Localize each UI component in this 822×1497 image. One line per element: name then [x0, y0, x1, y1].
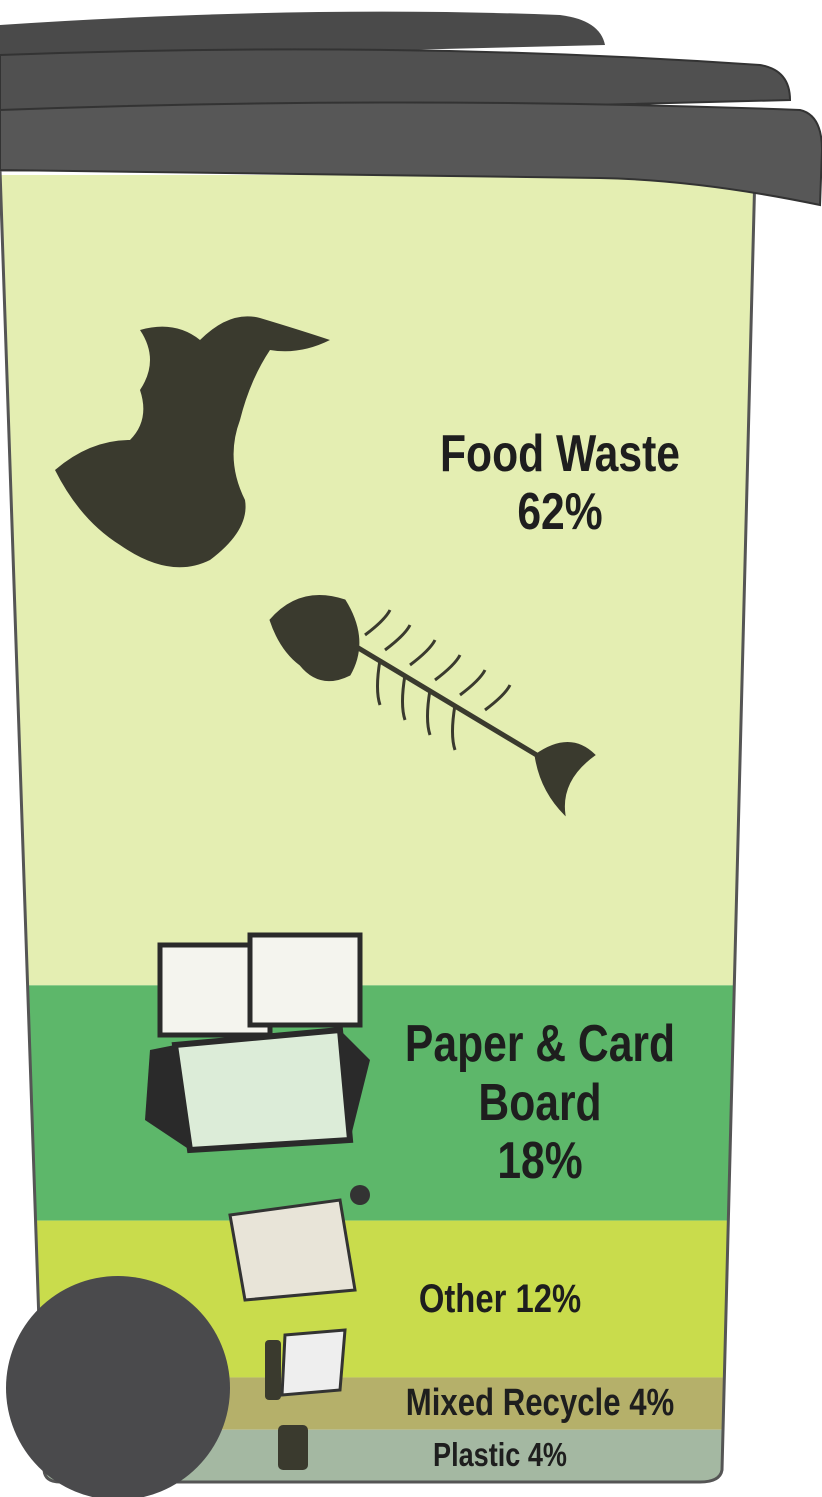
segment-label: Plastic 4% — [369, 1436, 631, 1474]
segment — [0, 175, 755, 986]
category-label: Food Waste — [439, 424, 681, 483]
category-label: Plastic — [433, 1436, 521, 1474]
bin-wheel — [6, 1276, 230, 1497]
plastic-icon — [278, 1425, 308, 1470]
segment-label: Paper & Card Board 18% — [405, 1015, 676, 1190]
category-label: Mixed Recycle — [405, 1382, 621, 1425]
category-label: Paper & Card Board — [404, 1015, 676, 1132]
other-icon — [228, 1185, 370, 1302]
apple-core-icon — [55, 316, 330, 568]
category-label: Other — [418, 1276, 507, 1321]
segment — [0, 985, 755, 1221]
segment-label: Mixed Recycle 4% — [384, 1382, 696, 1425]
value-label: 4% — [527, 1436, 567, 1474]
value-label: 12% — [515, 1276, 582, 1321]
bin-outline — [0, 168, 757, 1484]
value-label: 62% — [517, 483, 603, 542]
segment-label: Food Waste 62% — [412, 425, 707, 541]
value-label: 4% — [629, 1382, 675, 1425]
paper-box-icon — [145, 932, 370, 1154]
mixed-recycle-icon — [265, 1328, 347, 1400]
segment-label: Other 12% — [369, 1277, 631, 1322]
value-label: 18% — [497, 1131, 583, 1190]
bin-lid — [0, 11, 822, 207]
fish-bone-icon — [269, 595, 596, 817]
